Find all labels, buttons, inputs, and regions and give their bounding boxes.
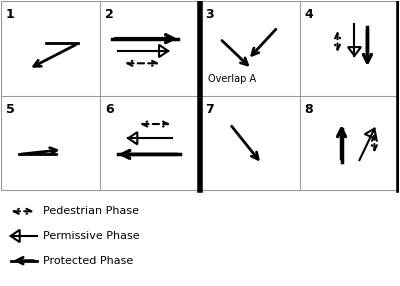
Text: 2: 2 (105, 8, 114, 21)
Text: Overlap A: Overlap A (208, 74, 256, 84)
Text: 3: 3 (205, 8, 214, 21)
Text: 5: 5 (6, 103, 14, 116)
Text: Protected Phase: Protected Phase (42, 256, 133, 266)
Text: 4: 4 (305, 8, 313, 21)
Text: 8: 8 (305, 103, 313, 116)
Text: Permissive Phase: Permissive Phase (42, 231, 139, 241)
Text: Pedestrian Phase: Pedestrian Phase (42, 206, 138, 216)
Text: 7: 7 (205, 103, 214, 116)
Text: 1: 1 (6, 8, 14, 21)
Text: 6: 6 (105, 103, 114, 116)
